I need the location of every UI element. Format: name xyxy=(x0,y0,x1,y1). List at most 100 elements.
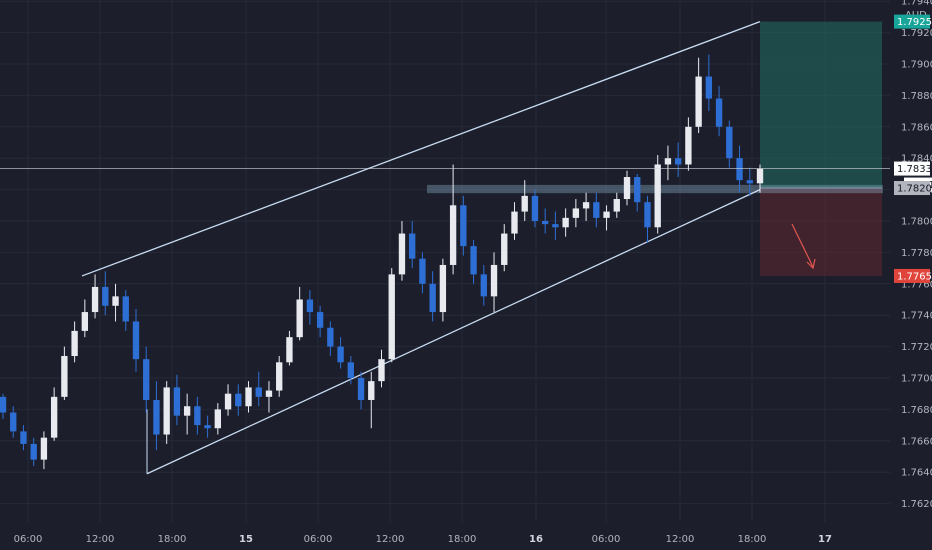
candle-body xyxy=(705,76,713,99)
candle-body xyxy=(235,393,242,407)
price-tick-label: 1.79200 xyxy=(901,28,932,39)
candle-body xyxy=(378,359,385,382)
time-tick-label: 15 xyxy=(239,534,253,545)
candle-body xyxy=(398,233,406,275)
price-tick-label: 1.78600 xyxy=(901,122,932,133)
candle-body xyxy=(347,362,354,378)
time-tick-label: 12:00 xyxy=(86,534,115,545)
candle-body xyxy=(623,177,631,200)
candle-body xyxy=(654,164,661,228)
channel-lower-line[interactable] xyxy=(146,189,761,475)
candle-body xyxy=(521,195,528,212)
arrow-head xyxy=(806,258,816,270)
candle-body xyxy=(756,168,764,184)
candle-body xyxy=(183,406,191,416)
price-tick-label: 1.78000 xyxy=(901,217,932,228)
price-tick-label: 1.78800 xyxy=(901,91,932,102)
price-tick-label: 1.79400 xyxy=(901,0,932,8)
candle-body xyxy=(276,362,283,391)
candle-body xyxy=(265,390,273,397)
candle-body xyxy=(531,195,539,221)
candle-body xyxy=(102,286,109,306)
time-tick-label: 12:00 xyxy=(376,534,405,545)
candle-body xyxy=(10,412,17,432)
price-tick-label: 1.77200 xyxy=(901,342,932,353)
time-tick-label: 17 xyxy=(818,534,832,545)
price-tick-label: 1.77400 xyxy=(901,311,932,322)
candle-body xyxy=(194,406,201,426)
target-price-label-bg xyxy=(894,14,930,29)
trend-channel[interactable] xyxy=(81,21,761,475)
candle-body xyxy=(40,437,48,460)
candle-body xyxy=(572,208,580,218)
candle-body xyxy=(511,211,518,234)
candle-body xyxy=(224,393,232,410)
time-tick-label: 18:00 xyxy=(448,534,477,545)
current-price-label-bg xyxy=(894,161,930,176)
entry-price-label: 1.78208 xyxy=(897,184,932,195)
candle-body xyxy=(214,409,221,429)
candle-body xyxy=(91,286,99,313)
channel-upper-line[interactable] xyxy=(81,21,761,277)
candle-body xyxy=(122,296,129,322)
candle-body xyxy=(674,158,682,165)
stop-price-label-bg xyxy=(894,268,930,283)
entry-price-label-bg xyxy=(894,181,930,196)
candle-body xyxy=(562,217,569,228)
candles xyxy=(0,54,764,470)
candle-body xyxy=(582,202,590,209)
candle-body xyxy=(388,274,395,360)
candle-body xyxy=(409,233,416,259)
candle-body xyxy=(30,443,37,460)
current-price-label: 1.78334 xyxy=(897,164,932,175)
candle-body xyxy=(746,180,753,184)
candle-body xyxy=(173,387,181,416)
candle-body xyxy=(501,233,508,265)
price-tick-label: 1.77000 xyxy=(901,374,932,385)
time-tick-label: 18:00 xyxy=(158,534,187,545)
candle-body xyxy=(143,359,150,400)
price-tick-label: 1.78400 xyxy=(901,154,932,165)
candle-body xyxy=(286,337,293,363)
candle-body xyxy=(204,425,211,429)
candle-body xyxy=(460,205,467,247)
arrow-shaft xyxy=(791,223,814,268)
candle-body xyxy=(71,330,78,357)
candle-body xyxy=(613,199,620,212)
time-tick-label: 06:00 xyxy=(592,534,621,545)
price-tick-label: 1.79000 xyxy=(901,60,932,71)
time-tick-label: 12:00 xyxy=(666,534,695,545)
price-axis[interactable]: 1.79400 1.79200 1.79000 1.78800 1.78600 1.784… xyxy=(890,0,932,550)
candle-body xyxy=(163,387,170,435)
candle-body xyxy=(0,396,7,413)
candle-body xyxy=(153,399,160,435)
time-tick-label: 06:00 xyxy=(14,534,43,545)
candle-body xyxy=(132,321,140,360)
candle-body xyxy=(685,126,692,165)
candle-body xyxy=(490,264,498,297)
price-tick-label: 1.76200 xyxy=(901,499,932,510)
candle-body xyxy=(50,396,58,438)
time-tick-label: 16 xyxy=(529,534,543,545)
candle-body xyxy=(357,378,365,400)
time-axis[interactable]: 06:00 12:00 18:00 15 06:00 12:00 18:00 16 06:00 1… xyxy=(14,534,832,545)
loss-zone[interactable] xyxy=(760,188,882,276)
candle-body xyxy=(112,296,119,306)
candle-body xyxy=(715,98,723,127)
candle-body xyxy=(245,387,252,407)
time-tick-label: 06:00 xyxy=(304,534,333,545)
target-price-label: 1.79259 xyxy=(897,17,932,28)
candle-body xyxy=(542,221,549,225)
candle-body xyxy=(368,381,375,400)
candle-body xyxy=(726,126,733,159)
candle-body xyxy=(695,76,702,127)
candle-body xyxy=(419,258,426,284)
price-tick-label: 1.76800 xyxy=(901,405,932,416)
profit-zone[interactable] xyxy=(760,21,882,189)
price-tick-label: 1.76400 xyxy=(901,468,932,479)
candle-body xyxy=(470,246,477,275)
candle-body xyxy=(449,205,457,265)
